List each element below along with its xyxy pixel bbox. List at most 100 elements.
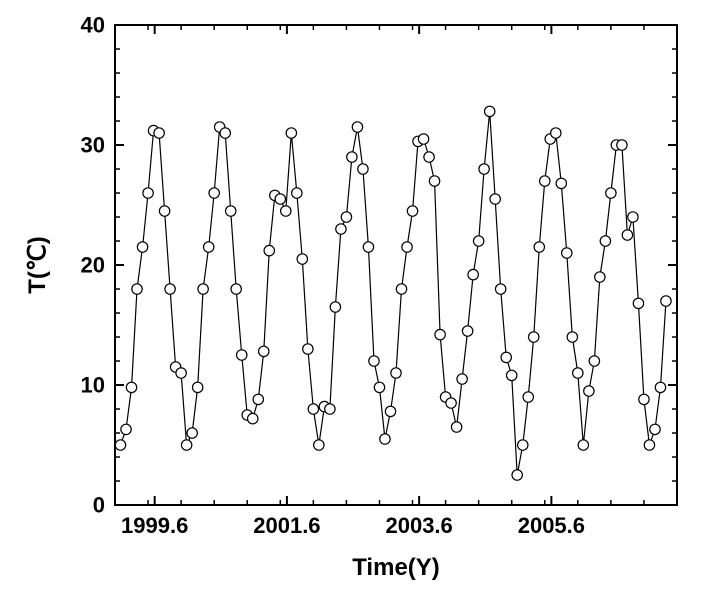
data-point — [248, 413, 258, 423]
data-point — [429, 176, 439, 186]
data-point — [661, 296, 671, 306]
data-point — [490, 194, 500, 204]
data-point — [644, 440, 654, 450]
data-point — [606, 188, 616, 198]
y-tick-label: 40 — [81, 13, 105, 38]
data-point — [407, 206, 417, 216]
data-point — [396, 284, 406, 294]
data-point — [126, 382, 136, 392]
data-point — [589, 356, 599, 366]
data-point — [622, 230, 632, 240]
data-point — [192, 382, 202, 392]
data-point — [264, 245, 274, 255]
data-point — [451, 422, 461, 432]
data-point — [137, 242, 147, 252]
data-point — [115, 440, 125, 450]
data-point — [518, 440, 528, 450]
data-point — [512, 470, 522, 480]
data-point — [121, 424, 131, 434]
x-tick-label: 2001.6 — [253, 513, 320, 538]
data-point — [402, 242, 412, 252]
data-point — [567, 332, 577, 342]
data-point — [336, 224, 346, 234]
data-point — [369, 356, 379, 366]
data-point — [203, 242, 213, 252]
data-point — [446, 398, 456, 408]
data-point — [259, 346, 269, 356]
data-point — [529, 332, 539, 342]
data-point — [352, 122, 362, 132]
data-point — [187, 428, 197, 438]
data-point — [198, 284, 208, 294]
data-point — [617, 140, 627, 150]
data-point — [303, 344, 313, 354]
data-point — [655, 382, 665, 392]
data-point — [165, 284, 175, 294]
data-point — [639, 394, 649, 404]
x-axis-label: Time(Y) — [352, 554, 440, 581]
data-point — [562, 248, 572, 258]
data-point — [308, 404, 318, 414]
data-point — [143, 188, 153, 198]
data-point — [424, 152, 434, 162]
y-tick-label: 10 — [81, 373, 105, 398]
data-point — [314, 440, 324, 450]
data-point — [578, 440, 588, 450]
y-tick-label: 30 — [81, 133, 105, 158]
data-point — [484, 106, 494, 116]
data-point — [181, 440, 191, 450]
data-point — [540, 176, 550, 186]
data-point — [385, 406, 395, 416]
data-point — [595, 272, 605, 282]
data-point — [347, 152, 357, 162]
data-point — [281, 206, 291, 216]
data-point — [325, 404, 335, 414]
data-point — [633, 298, 643, 308]
data-point — [358, 164, 368, 174]
data-point — [292, 188, 302, 198]
data-point — [380, 434, 390, 444]
data-point — [507, 370, 517, 380]
data-point — [363, 242, 373, 252]
data-point — [495, 284, 505, 294]
data-point — [231, 284, 241, 294]
data-point — [159, 206, 169, 216]
x-tick-label: 2005.6 — [518, 513, 585, 538]
y-tick-label: 0 — [93, 493, 105, 518]
data-point — [523, 392, 533, 402]
data-point — [650, 424, 660, 434]
x-tick-label: 1999.6 — [121, 513, 188, 538]
y-tick-label: 20 — [81, 253, 105, 278]
data-point — [473, 236, 483, 246]
data-point — [628, 212, 638, 222]
data-point — [226, 206, 236, 216]
data-point — [551, 128, 561, 138]
data-point — [501, 352, 511, 362]
data-point — [534, 242, 544, 252]
data-point — [132, 284, 142, 294]
y-axis-label: T(℃) — [24, 236, 51, 294]
data-point — [457, 374, 467, 384]
data-point — [330, 302, 340, 312]
temperature-time-series-chart: 1999.6 2001.6 2003.6 2005.6 0 10 20 30 40 Time(Y)… — [0, 0, 707, 600]
data-point — [391, 368, 401, 378]
data-point — [468, 269, 478, 279]
data-point — [418, 134, 428, 144]
data-point — [435, 329, 445, 339]
data-point — [253, 394, 263, 404]
data-point — [286, 128, 296, 138]
data-point — [556, 178, 566, 188]
data-point — [275, 194, 285, 204]
data-point — [573, 368, 583, 378]
x-tick-label: 2003.6 — [385, 513, 452, 538]
data-point — [209, 188, 219, 198]
data-point — [462, 326, 472, 336]
data-point — [341, 212, 351, 222]
data-point — [176, 368, 186, 378]
data-point — [584, 386, 594, 396]
data-point — [220, 128, 230, 138]
data-point — [237, 350, 247, 360]
data-point — [374, 382, 384, 392]
data-point — [479, 164, 489, 174]
data-point — [154, 128, 164, 138]
